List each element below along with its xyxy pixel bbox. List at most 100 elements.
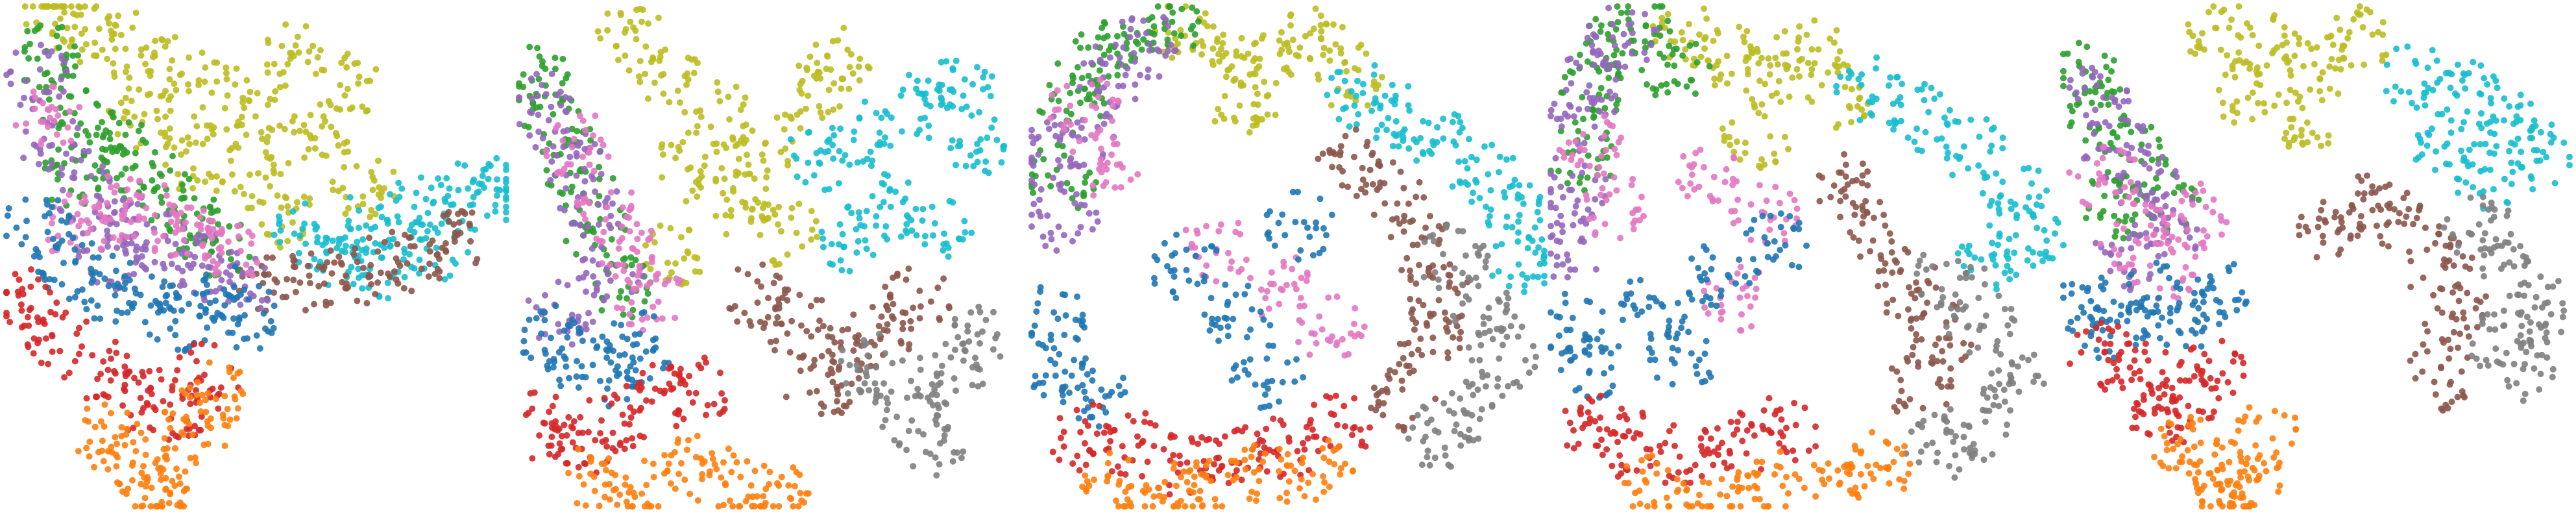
scatter-point [742,199,749,206]
scatter-point [161,265,168,272]
scatter-point [245,204,252,212]
scatter-point [401,245,408,253]
scatter-point [1389,81,1396,88]
scatter-point [1990,124,1997,131]
scatter-point [367,214,374,221]
scatter-point [1174,40,1181,47]
scatter-point [594,28,601,35]
scatter-point [905,265,912,272]
scatter-point [976,108,983,116]
scatter-point [1305,479,1312,486]
scatter-point [1083,487,1090,495]
scatter-point [1306,55,1313,62]
scatter-point [53,32,60,40]
scatter-point [1248,453,1255,460]
scatter-point [1282,232,1289,239]
scatter-point [1416,179,1423,186]
scatter-point [1074,452,1081,460]
scatter-point [990,308,997,315]
scatter-point [141,216,148,222]
scatter-point [284,203,291,210]
scatter-point [301,154,308,161]
scatter-point [998,159,1005,166]
scatter-point [1501,194,1509,201]
scatter-point [628,189,635,196]
scatter-point [778,473,785,480]
scatter-point [1077,428,1084,436]
scatter-point [1081,388,1088,395]
scatter-point [954,449,961,456]
scatter-point [437,182,444,189]
scatter-point [1513,378,1520,386]
scatter-point [476,180,483,187]
scatter-point [769,257,776,264]
scatter-point [1103,423,1110,430]
scatter-point [367,273,374,280]
scatter-point [921,95,928,103]
scatter-point [1911,138,1918,145]
scatter-point [1294,448,1301,454]
scatter-point [151,245,158,252]
scatter-point [840,24,847,31]
scatter-point [614,56,622,64]
scatter-point [1236,102,1243,109]
scatter-point [1442,452,1449,459]
scatter-point [619,204,626,211]
scatter-point [424,210,431,217]
scatter-point [188,234,195,241]
scatter-point [888,388,895,395]
scatter-point [1104,460,1112,467]
scatter-point [104,366,112,373]
scatter-point [590,291,598,299]
scatter-point [167,401,174,408]
scatter-point [1379,412,1387,419]
scatter-point [114,244,121,251]
scatter-point [315,263,322,270]
scatter-point [1420,117,1426,125]
scatter-point [775,305,783,312]
scatter-point [563,238,570,245]
scatter-point [95,254,102,261]
scatter-point [1280,66,1287,73]
scatter-point [317,47,324,54]
scatter-point [327,299,334,306]
scatter-point [1411,326,1418,333]
scatter-point [210,130,217,138]
scatter-point [61,3,68,10]
scatter-point [101,401,108,408]
scatter-point [1335,116,1343,123]
scatter-point [954,143,962,149]
scatter-point [1834,56,1841,63]
scatter-point [396,193,403,201]
scatter-point [213,173,220,180]
scatter-point [188,204,195,211]
scatter-point [1156,73,1163,80]
scatter-point [1359,90,1367,97]
scatter-point [947,145,954,152]
scatter-point [97,315,104,322]
scatter-point [552,393,559,401]
scatter-point [1076,317,1084,325]
scatter-point [493,154,500,162]
scatter-point [951,315,958,323]
scatter-point [717,369,723,376]
scatter-point [675,143,682,151]
scatter-point [401,231,408,238]
scatter-point [211,341,218,349]
scatter-point [1196,496,1203,503]
scatter-point [337,259,345,266]
scatter-point [1448,463,1454,470]
scatter-point [223,75,230,82]
scatter-point [644,95,651,102]
scatter-point [262,174,269,181]
scatter-point [465,185,472,192]
scatter-point [844,46,851,53]
scatter-point [773,114,781,121]
scatter-point [1061,188,1068,195]
scatter-point [1089,226,1096,233]
scatter-point [1031,322,1038,329]
scatter-point [714,88,722,95]
scatter-point [805,159,812,166]
scatter-point [96,271,103,278]
